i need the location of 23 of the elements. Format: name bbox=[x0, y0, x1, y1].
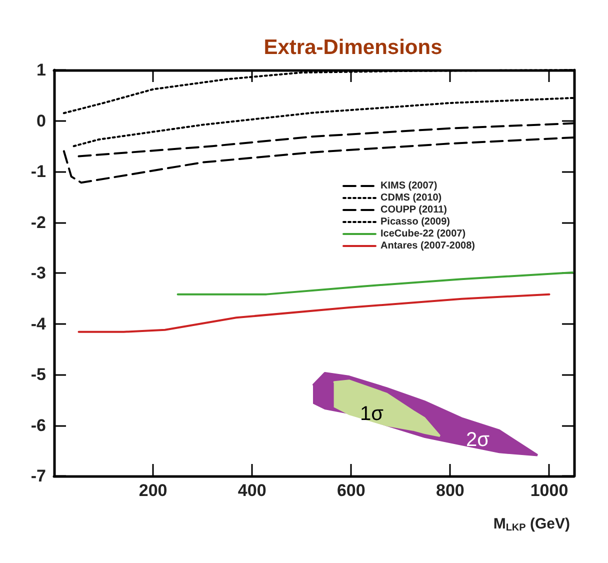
y-tick-label: -2 bbox=[30, 212, 46, 232]
annotation: 2σ bbox=[466, 429, 490, 451]
y-tick-label: -4 bbox=[30, 314, 47, 334]
y-tick-label: -1 bbox=[30, 162, 46, 181]
legend-label: CDMS (2010) bbox=[380, 192, 442, 204]
x-tick-label: 400 bbox=[238, 481, 266, 500]
x-tick-label: 600 bbox=[336, 481, 366, 500]
chart-title: Extra-Dimensions bbox=[264, 36, 442, 59]
y-tick-label: -3 bbox=[30, 264, 46, 282]
legend-label: Antares (2007-2008) bbox=[380, 240, 476, 252]
x-tick-label: 200 bbox=[138, 481, 168, 500]
legend-label: KIMS (2007) bbox=[380, 180, 438, 192]
legend-label: IceCube-22 (2007) bbox=[380, 228, 466, 240]
y-tick-label: -6 bbox=[30, 416, 46, 435]
legend-label: Picasso (2009) bbox=[380, 216, 450, 228]
y-tick-label: 1 bbox=[36, 60, 46, 80]
legend-label: COUPP (2011) bbox=[380, 204, 448, 216]
y-tick-label: 0 bbox=[36, 111, 46, 130]
x-tick-label: 800 bbox=[436, 481, 464, 500]
y-tick-label: -7 bbox=[30, 466, 46, 486]
y-tick-label: -5 bbox=[30, 365, 46, 384]
x-tick-label: 1000 bbox=[530, 481, 568, 500]
annotation: 1σ bbox=[360, 403, 384, 425]
